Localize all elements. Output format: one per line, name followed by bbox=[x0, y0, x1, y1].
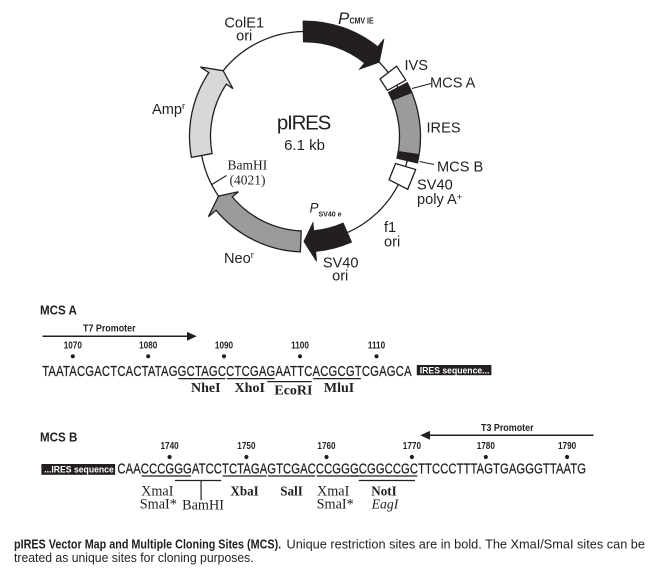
svg-text:MCS A: MCS A bbox=[430, 76, 476, 92]
svg-text:MluI: MluI bbox=[324, 381, 354, 396]
svg-text:...IRES sequence: ...IRES sequence bbox=[44, 464, 114, 475]
svg-text:1780: 1780 bbox=[477, 440, 495, 451]
svg-text:ori: ori bbox=[236, 29, 252, 45]
svg-text:T3 Promoter: T3 Promoter bbox=[481, 422, 534, 434]
svg-text:BamHI: BamHI bbox=[182, 497, 224, 513]
svg-text:1100: 1100 bbox=[291, 340, 309, 351]
svg-text:XbaI: XbaI bbox=[230, 483, 258, 498]
svg-text:ColE1: ColE1 bbox=[224, 16, 264, 32]
svg-text:Neor: Neor bbox=[224, 250, 254, 267]
svg-text:BamHI: BamHI bbox=[228, 158, 268, 173]
svg-text:1770: 1770 bbox=[403, 440, 421, 451]
svg-text:SV40: SV40 bbox=[417, 178, 453, 194]
svg-text:CMV IE: CMV IE bbox=[350, 16, 374, 26]
svg-text:pIRES Vector Map and Multiple: pIRES Vector Map and Multiple Cloning Si… bbox=[14, 537, 281, 552]
svg-text:treated as unique sites for cl: treated as unique sites for cloning purp… bbox=[14, 551, 254, 565]
svg-text:poly A+: poly A+ bbox=[417, 192, 463, 208]
svg-text:T7 Promoter: T7 Promoter bbox=[83, 323, 136, 335]
svg-text:IRES sequence...: IRES sequence... bbox=[420, 365, 490, 376]
svg-text:f1: f1 bbox=[384, 220, 396, 236]
svg-text:EcoRI: EcoRI bbox=[274, 383, 312, 398]
svg-text:1790: 1790 bbox=[558, 440, 576, 451]
svg-text:XhoI: XhoI bbox=[235, 381, 265, 396]
svg-text:SV40 e: SV40 e bbox=[319, 212, 342, 219]
svg-text:CAACCCGGGATCCTCTAGAGTCGACCCGGG: CAACCCGGGATCCTCTAGAGTCGACCCGGGCGGCCGCTTC… bbox=[117, 460, 586, 477]
svg-text:6.1 kb: 6.1 kb bbox=[284, 137, 325, 154]
svg-text:TAATACGACTCACTATAGGCTAGCCTCGAG: TAATACGACTCACTATAGGCTAGCCTCGAGAATTCACGCG… bbox=[42, 362, 412, 379]
svg-text:1070: 1070 bbox=[64, 340, 82, 351]
svg-text:(4021): (4021) bbox=[230, 173, 266, 188]
svg-text:pIRES: pIRES bbox=[277, 112, 331, 135]
svg-text:SmaI*: SmaI* bbox=[317, 497, 354, 513]
svg-text:MCS B: MCS B bbox=[437, 159, 483, 175]
svg-text:1080: 1080 bbox=[139, 340, 157, 351]
svg-text:EagI: EagI bbox=[371, 497, 400, 512]
svg-text:MCS A: MCS A bbox=[40, 303, 77, 318]
svg-text:NheI: NheI bbox=[191, 381, 221, 396]
svg-text:P: P bbox=[310, 201, 319, 216]
svg-text:P: P bbox=[338, 9, 350, 28]
svg-text:1110: 1110 bbox=[368, 340, 385, 351]
svg-text:1760: 1760 bbox=[317, 440, 335, 451]
svg-text:NotI: NotI bbox=[371, 483, 396, 498]
svg-text:XmaI: XmaI bbox=[141, 483, 174, 499]
svg-text:1750: 1750 bbox=[237, 440, 255, 451]
svg-text:1090: 1090 bbox=[215, 340, 233, 351]
svg-text:ori: ori bbox=[332, 269, 348, 285]
svg-text:SmaI*: SmaI* bbox=[140, 497, 177, 513]
svg-text:ori: ori bbox=[384, 234, 400, 250]
svg-text:1740: 1740 bbox=[160, 440, 178, 451]
svg-text:IRES: IRES bbox=[427, 121, 461, 137]
svg-text:XmaI: XmaI bbox=[317, 483, 350, 499]
svg-text:SalI: SalI bbox=[280, 483, 303, 498]
svg-text:Unique restriction sites are i: Unique restriction sites are in bold. Th… bbox=[287, 536, 645, 551]
svg-text:MCS B: MCS B bbox=[40, 430, 78, 445]
svg-text:SV40: SV40 bbox=[323, 256, 359, 272]
svg-text:Ampr: Ampr bbox=[152, 101, 185, 118]
svg-text:IVS: IVS bbox=[405, 58, 429, 74]
